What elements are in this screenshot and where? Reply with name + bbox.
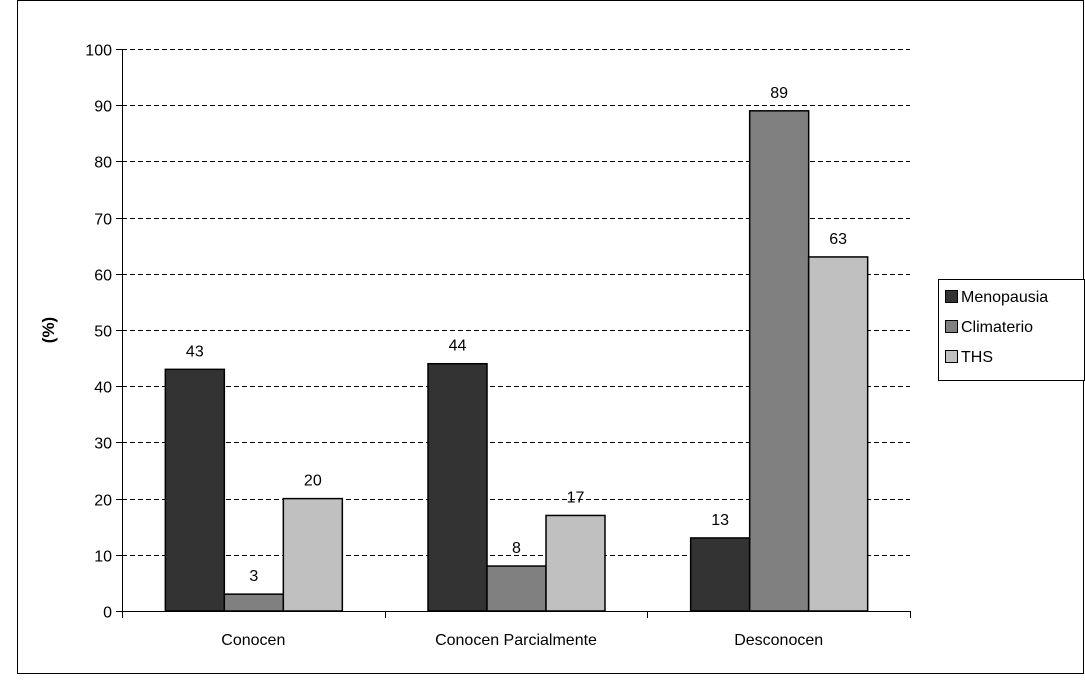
legend-swatch — [945, 290, 958, 303]
data-label: 89 — [770, 85, 788, 102]
legend-swatch — [945, 350, 958, 363]
legend-label: Menopausia — [961, 289, 1048, 306]
legend-swatch — [945, 320, 958, 333]
y-tick-label: 40 — [94, 380, 112, 397]
data-label: 63 — [829, 231, 847, 248]
legend-label: THS — [961, 349, 993, 366]
y-tick-label: 0 — [103, 605, 112, 622]
legend-label: Climaterio — [961, 319, 1033, 336]
legend-box — [938, 279, 1085, 381]
bar-ths-1 — [282, 497, 344, 612]
data-label: 20 — [304, 473, 322, 490]
y-axis-label: (%) — [39, 317, 58, 343]
x-category-label: Desconocen — [734, 632, 823, 649]
data-label: 3 — [249, 568, 258, 585]
data-label: 44 — [449, 338, 467, 355]
y-tick-label: 100 — [85, 43, 112, 60]
legend: Menopausia Climaterio THS — [938, 279, 1085, 381]
y-tick-label: 20 — [94, 493, 112, 510]
data-label: 8 — [512, 540, 521, 557]
y-tick-label: 60 — [94, 268, 112, 285]
x-category-label: Conocen Parcialmente — [435, 632, 597, 649]
bar-menopausia-2 — [427, 362, 488, 612]
bar-menopausia-3 — [689, 537, 751, 612]
data-label: 43 — [186, 343, 204, 360]
y-tick-label: 70 — [94, 212, 112, 229]
bar-ths-2 — [545, 514, 606, 612]
bar-climaterio-1 — [223, 593, 285, 612]
bar-ths-3 — [807, 256, 869, 612]
y-tick-label: 30 — [94, 436, 112, 453]
y-tick-label: 10 — [94, 549, 112, 566]
data-label: 13 — [711, 512, 729, 529]
y-tick-label: 80 — [94, 155, 112, 172]
y-tick-label: 50 — [94, 324, 112, 341]
bars — [164, 110, 869, 612]
bar-menopausia-1 — [164, 368, 226, 612]
data-labels: 43 3 20 44 8 17 13 89 63 — [186, 85, 847, 585]
bar-climaterio-2 — [486, 565, 547, 612]
axes: 0 10 20 30 40 50 60 70 80 90 100 Conocen Conocen Par… — [85, 43, 911, 649]
bar-climaterio-3 — [748, 110, 810, 612]
y-tick-label: 90 — [94, 99, 112, 116]
x-category-label: Conocen — [221, 632, 285, 649]
data-label: 17 — [567, 489, 585, 506]
